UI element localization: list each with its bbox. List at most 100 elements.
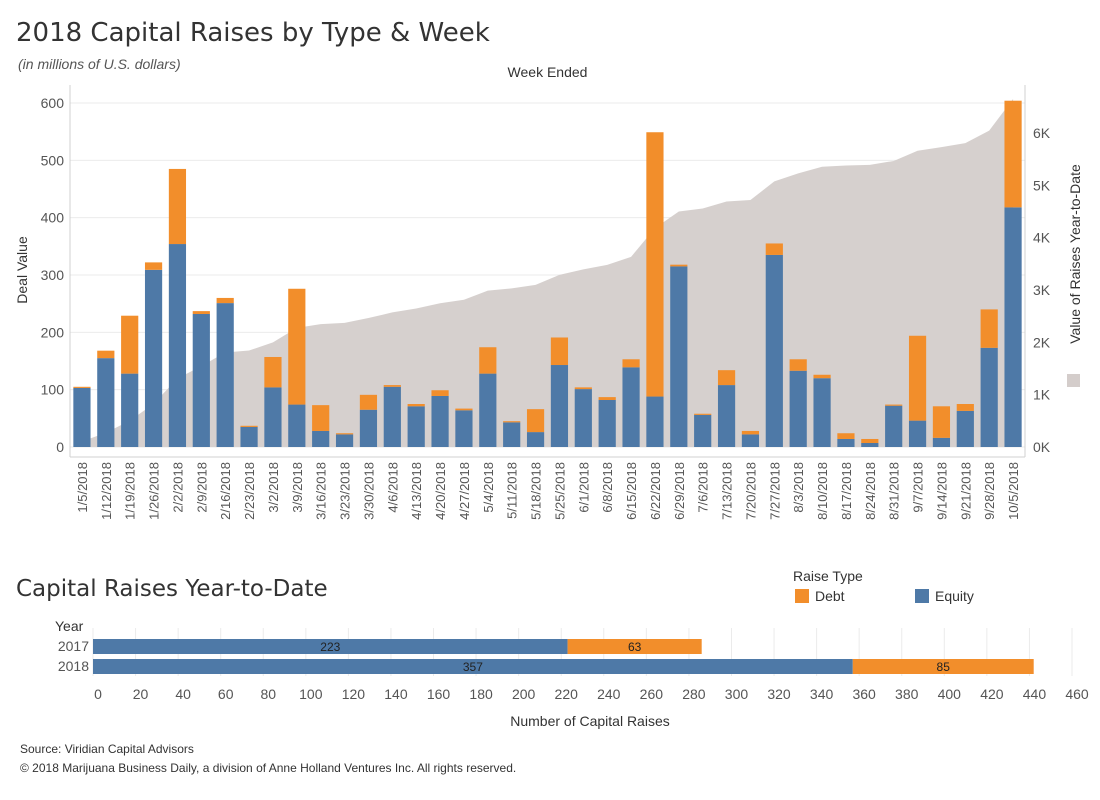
data-label-equity: 357	[463, 660, 483, 674]
bar-debt	[479, 347, 497, 374]
bar-equity	[908, 420, 927, 447]
bar-equity	[503, 422, 521, 447]
bar-debt	[852, 659, 1034, 674]
data-label-equity: 223	[320, 640, 340, 654]
x-tick-label: 380	[895, 686, 919, 702]
bar-equity	[168, 244, 187, 447]
x-tick-label: 2/2/2018	[170, 462, 185, 513]
legend-swatch-debt	[795, 589, 809, 603]
bar-equity	[717, 385, 736, 447]
year-label: 2018	[58, 658, 89, 674]
weekly-capital-raises-chart: 0 100 200 300 400 500 600 0K 1K 2K 3K 4K 5K 6K 1/5/201…	[14, 64, 1083, 520]
legend-item-debt[interactable]: Debt	[795, 588, 845, 604]
x-tick-label: 6/22/2018	[648, 462, 663, 520]
bar-equity	[694, 414, 712, 447]
x-tick-label: 120	[342, 686, 366, 702]
x-tick-label: 360	[852, 686, 876, 702]
bar-debt	[335, 433, 354, 435]
bar-debt	[240, 425, 258, 427]
bar-equity	[288, 404, 306, 447]
bar-debt	[813, 374, 831, 379]
bar-equity	[359, 409, 378, 447]
x-tick-label: 3/16/2018	[314, 462, 329, 520]
bar-equity	[598, 399, 616, 447]
x-tick-label: 280	[682, 686, 706, 702]
x-tick-label: 400	[938, 686, 962, 702]
copyright-note: © 2018 Marijuana Business Daily, a divis…	[20, 761, 517, 775]
y2-legend-swatch	[1067, 374, 1080, 387]
bar-debt	[503, 421, 521, 423]
bar-debt	[861, 438, 879, 443]
x-tick-label: 7/20/2018	[743, 462, 758, 520]
y-tick-label: 400	[41, 210, 65, 226]
bar-debt	[598, 397, 616, 400]
bar-equity	[1004, 207, 1022, 447]
y-tick-label: 600	[41, 95, 65, 111]
bar-equity	[144, 269, 163, 447]
year-label: 2017	[58, 638, 89, 654]
bar-debt	[288, 288, 306, 405]
bar-equity	[885, 405, 903, 447]
bar-debt	[622, 359, 640, 368]
bar-debt	[455, 408, 473, 411]
x-tick-label: 9/28/2018	[982, 462, 997, 520]
bar-debt	[837, 433, 855, 439]
bar-debt	[264, 356, 282, 388]
bar-equity	[789, 370, 807, 447]
bar-equity	[526, 432, 545, 447]
bar-debt	[359, 394, 378, 410]
x-tick-label: 8/3/2018	[791, 462, 806, 513]
bar-equity	[192, 313, 210, 447]
bar-equity	[932, 437, 951, 447]
x-tick-label: 20	[133, 686, 149, 702]
y-axis-title: Deal Value	[14, 236, 30, 304]
x-tick-label: 5/18/2018	[529, 462, 544, 520]
bar-debt	[717, 370, 736, 386]
bar-debt	[431, 390, 449, 396]
x-tick-label: 1/12/2018	[99, 462, 114, 520]
bar-debt	[789, 359, 807, 371]
bar-equity	[431, 395, 449, 447]
bar-equity	[73, 387, 91, 447]
x-tick-label: 1/5/2018	[75, 462, 90, 513]
legend-item-equity[interactable]: Equity	[915, 588, 974, 604]
x-tick-label: 180	[469, 686, 493, 702]
bar-equity	[312, 430, 330, 447]
bar-debt	[694, 413, 712, 415]
x-tick-label: 160	[427, 686, 451, 702]
bar-debt	[73, 386, 91, 388]
source-note: Source: Viridian Capital Advisors	[20, 742, 194, 756]
x-tick-label: 6/15/2018	[624, 462, 639, 520]
bar-equity	[93, 639, 568, 654]
x-tick-label: 220	[555, 686, 579, 702]
legend-label-debt: Debt	[815, 588, 845, 604]
y-tick-label: 300	[41, 267, 65, 283]
bar-debt	[312, 405, 330, 431]
x-tick-label: 140	[384, 686, 408, 702]
x-tick-label: 200	[512, 686, 536, 702]
x-tick-label: 2/23/2018	[242, 462, 257, 520]
legend-title: Raise Type	[793, 568, 863, 584]
bar-debt	[741, 430, 760, 435]
x-tick-label: 7/6/2018	[696, 462, 711, 513]
y2-axis-title: Value of Raises Year-to-Date	[1067, 164, 1083, 344]
bar-debt	[192, 311, 210, 314]
x-axis-title: Week Ended	[508, 64, 588, 80]
legend-label-equity: Equity	[935, 588, 974, 604]
x-tick-label: 340	[810, 686, 834, 702]
x-tick-label: 260	[640, 686, 664, 702]
bar-debt	[956, 404, 974, 411]
x-tick-label: 3/2/2018	[266, 462, 281, 513]
x-tick-label: 420	[980, 686, 1004, 702]
bar-debt	[168, 168, 187, 245]
x-tick-label: 8/24/2018	[863, 462, 878, 520]
chart-subtitle: (in millions of U.S. dollars)	[18, 56, 181, 72]
chart-title: 2018 Capital Raises by Type & Week	[16, 18, 490, 48]
x-tick-label: 1/26/2018	[147, 462, 162, 520]
bar-equity	[622, 367, 640, 447]
x-tick-label: 3/23/2018	[338, 462, 353, 520]
bar-equity	[383, 386, 401, 447]
bar-equity	[479, 373, 497, 447]
bar-equity	[455, 410, 473, 447]
x-axis-title: Number of Capital Raises	[510, 713, 670, 729]
